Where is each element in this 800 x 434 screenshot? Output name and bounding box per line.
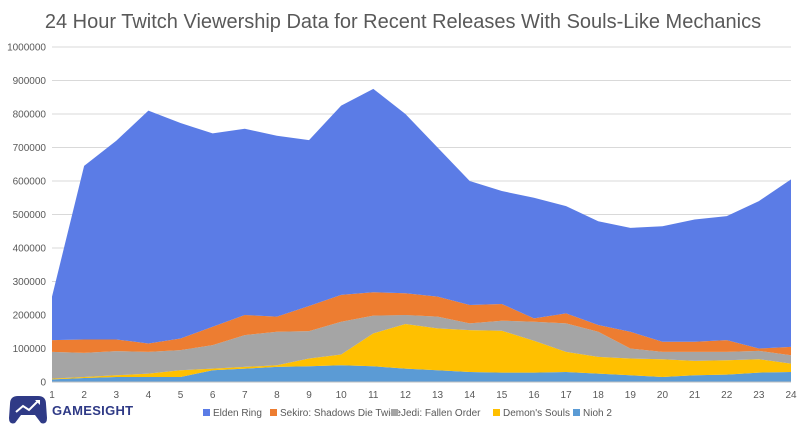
- x-tick-label: 16: [528, 390, 540, 401]
- y-tick-label: 400000: [13, 244, 47, 255]
- gamesight-logo: GAMESIGHT: [9, 396, 133, 424]
- y-tick-label: 500000: [13, 210, 47, 221]
- area-series-demon-s-souls: [52, 324, 791, 380]
- x-tick-label: 14: [464, 390, 476, 401]
- x-tick-label: 13: [432, 390, 444, 401]
- x-tick-label: 7: [242, 390, 248, 401]
- legend-label-jedi-fallen-order: Jedi: Fallen Order: [401, 408, 481, 419]
- x-tick-label: 5: [178, 390, 184, 401]
- y-tick-label: 0: [40, 378, 46, 389]
- y-tick-label: 900000: [13, 76, 47, 87]
- y-tick-label: 300000: [13, 277, 47, 288]
- y-tick-label: 100000: [13, 344, 47, 355]
- legend-swatch-demon-s-souls: [493, 409, 500, 416]
- legend: Elden Ring Sekiro: Shadows Die Twice Jedi:…: [203, 408, 612, 419]
- x-tick-label: 10: [336, 390, 348, 401]
- y-tick-label: 800000: [13, 110, 47, 121]
- x-tick-label: 2: [81, 390, 87, 401]
- x-tick-label: 20: [657, 390, 669, 401]
- x-tick-label: 15: [496, 390, 508, 401]
- x-tick-label: 22: [721, 390, 733, 401]
- y-tick-label: 700000: [13, 143, 47, 154]
- legend-label-sekiro-shadows-die-twice: Sekiro: Shadows Die Twice: [280, 408, 401, 419]
- legend-swatch-jedi-fallen-order: [391, 409, 398, 416]
- x-tick-label: 4: [146, 390, 152, 401]
- area-series-nioh-2: [52, 365, 791, 382]
- x-tick-label: 3: [113, 390, 119, 401]
- x-tick-label: 23: [753, 390, 765, 401]
- y-tick-label: 1000000: [7, 43, 46, 54]
- legend-label-nioh-2: Nioh 2: [583, 408, 612, 419]
- legend-label-demon-s-souls: Demon's Souls: [503, 408, 570, 419]
- logo-text: GAMESIGHT: [52, 403, 133, 418]
- y-tick-label: 600000: [13, 177, 47, 188]
- gamepad-icon: [9, 396, 47, 424]
- axes: 0 100000 200000 300000 400000 500000 600000 700…: [7, 43, 797, 402]
- x-tick-label: 19: [625, 390, 637, 401]
- area-series-elden-ring: [52, 88, 791, 349]
- x-tick-label: 21: [689, 390, 701, 401]
- area-series-jedi-fallen-order: [52, 315, 791, 379]
- x-tick-label: 17: [561, 390, 573, 401]
- x-tick-label: 18: [593, 390, 605, 401]
- x-tick-label: 1: [49, 390, 55, 401]
- legend-label-elden-ring: Elden Ring: [213, 408, 262, 419]
- area-series-sekiro-shadows-die-twice: [52, 292, 791, 356]
- chart-title: 24 Hour Twitch Viewership Data for Recen…: [45, 11, 761, 33]
- legend-swatch-sekiro-shadows-die-twice: [270, 409, 277, 416]
- plot-areas: [52, 88, 791, 382]
- x-tick-label: 12: [400, 390, 412, 401]
- legend-swatch-elden-ring: [203, 409, 210, 416]
- x-tick-label: 24: [785, 390, 797, 401]
- x-tick-label: 9: [306, 390, 312, 401]
- x-tick-label: 11: [368, 390, 379, 401]
- legend-swatch-nioh-2: [573, 409, 580, 416]
- y-tick-label: 200000: [13, 311, 47, 322]
- x-tick-label: 6: [210, 390, 216, 401]
- x-tick-label: 8: [274, 390, 280, 401]
